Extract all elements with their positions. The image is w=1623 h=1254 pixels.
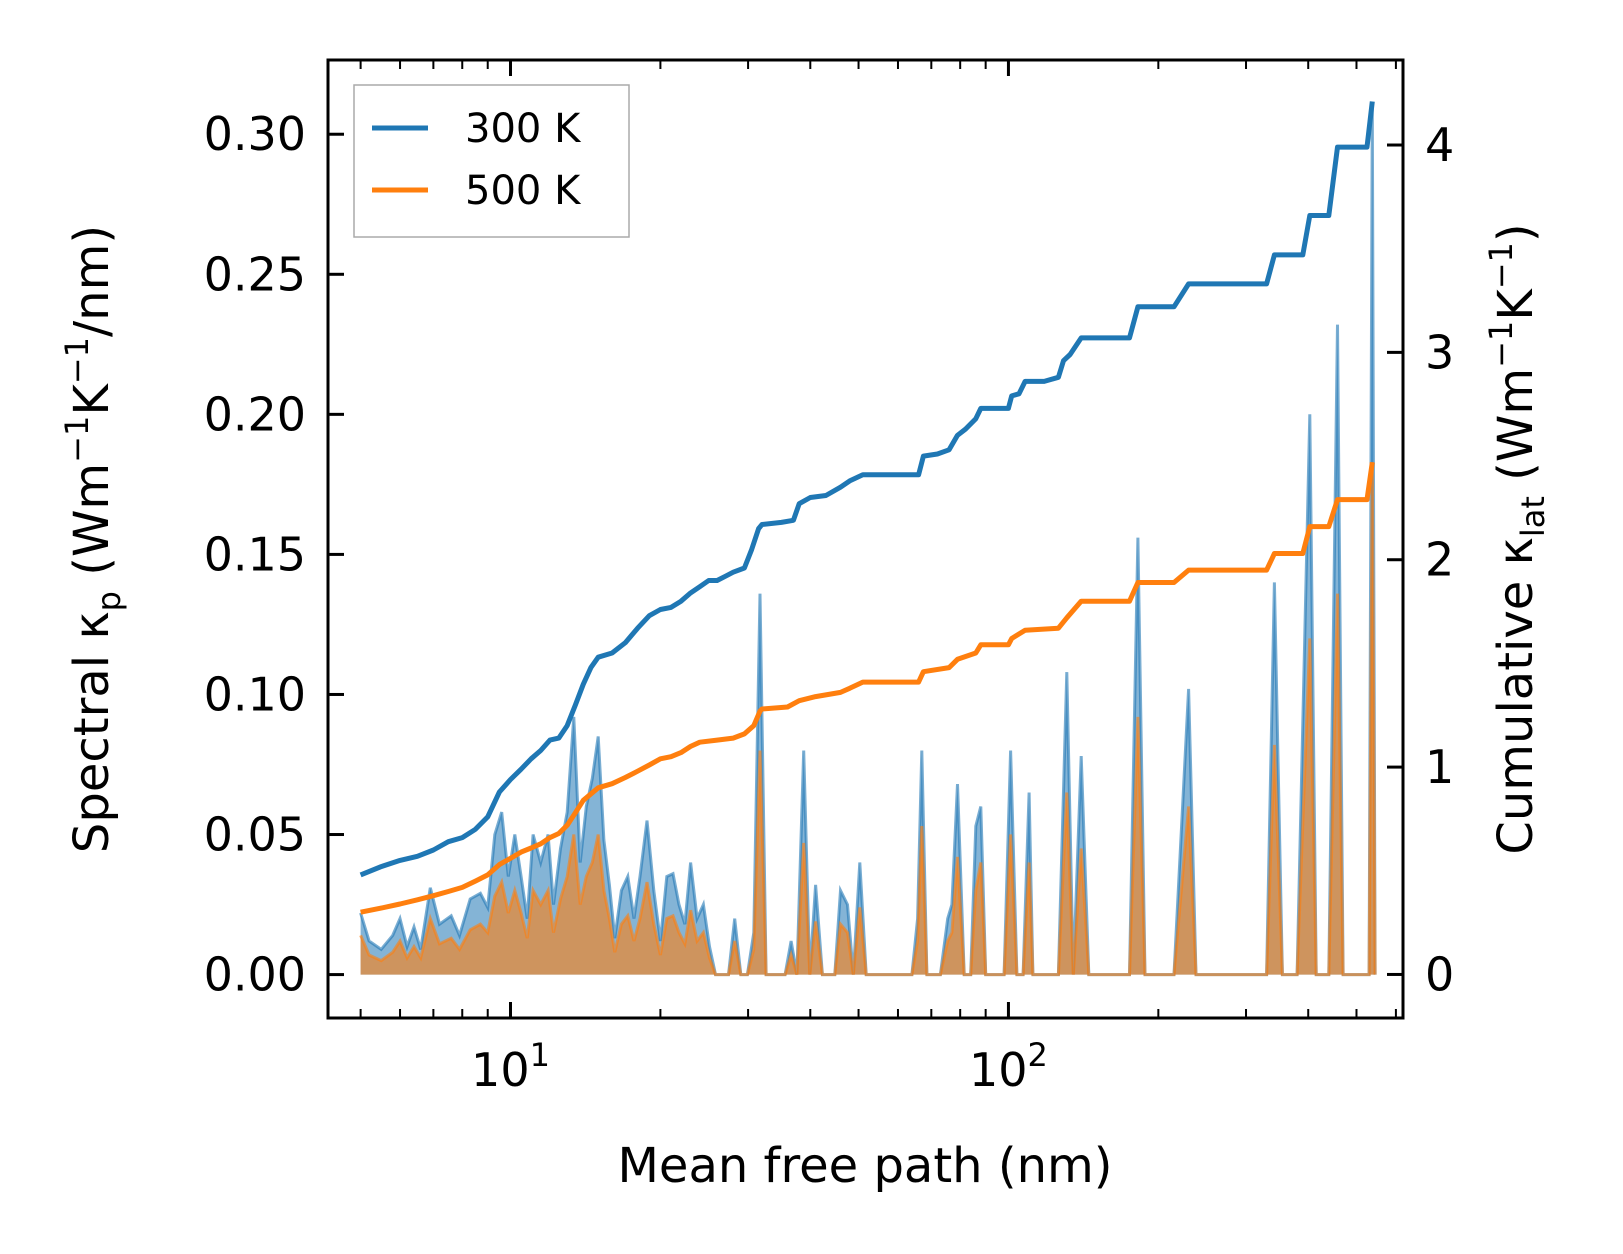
plot-frame <box>326 58 1405 1020</box>
right-y-tick-label: 3 <box>1425 325 1454 379</box>
left-y-tick-label: 0.00 <box>204 948 306 1002</box>
spectral-area-500k <box>360 462 1376 975</box>
left-axis-title: Spectral κp (Wm−1K−1/nm) <box>58 225 128 853</box>
left-y-tick-label: 0.15 <box>204 527 306 581</box>
left-y-tick-label: 0.20 <box>204 387 306 441</box>
legend-label-500k: 500 K <box>465 168 582 214</box>
series-lines <box>359 101 1375 915</box>
x-axis-title: Mean free path (nm) <box>618 1138 1113 1194</box>
left-y-tick-label: 0.10 <box>204 667 306 721</box>
x-tick-label: 102 <box>969 1036 1048 1097</box>
spectral-line-500k <box>359 461 1377 977</box>
legend: 300 K 500 K <box>353 84 630 238</box>
x-tick-label: 101 <box>471 1036 550 1097</box>
legend-box <box>353 84 630 238</box>
legend-label-300k: 300 K <box>465 106 582 152</box>
left-y-tick-label: 0.25 <box>204 247 306 301</box>
spectral-fills <box>359 106 1377 977</box>
right-y-tick-label: 4 <box>1425 118 1454 172</box>
cumulative-line-500k <box>360 461 1375 915</box>
right-axis-title: Cumulative κlat (Wm−1K−1) <box>1482 223 1552 854</box>
right-y-tick-label: 1 <box>1425 740 1454 794</box>
left-y-tick-label: 0.30 <box>204 107 306 161</box>
left-y-tick-label: 0.05 <box>204 808 306 862</box>
cumulative-line-300k <box>359 101 1375 878</box>
right-y-tick-label: 2 <box>1425 533 1454 587</box>
axis-ticks: 0.00 0.05 0.10 0.15 0.20 0.25 0.30 0 1 2 3 4 101 102 <box>204 60 1454 1097</box>
right-y-tick-label: 0 <box>1425 947 1454 1001</box>
